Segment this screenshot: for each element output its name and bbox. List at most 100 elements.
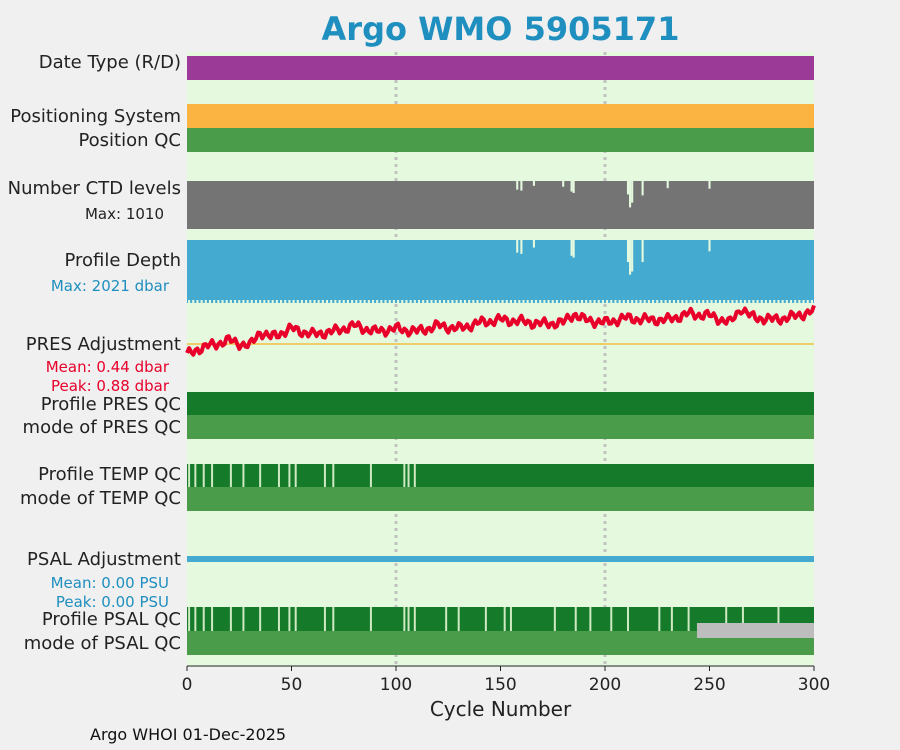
- profile-depth-notch: [689, 300, 692, 303]
- profile-depth-notch: [660, 300, 663, 303]
- ctd-level-dip: [641, 181, 644, 196]
- ctd-level-dip: [570, 181, 573, 192]
- profile-depth-notch: [234, 300, 237, 303]
- psal-qc-gap: [484, 607, 487, 631]
- profile-depth-dip: [520, 240, 523, 254]
- label-profile-temp-qc: Profile TEMP QC: [38, 464, 181, 485]
- temp-qc-gap: [413, 464, 416, 487]
- profile-depth-notch: [727, 300, 730, 303]
- profile-depth-notch: [188, 300, 191, 303]
- profile-depth-notch: [668, 300, 671, 303]
- profile-depth-notch: [275, 300, 278, 303]
- profile-depth-notch: [585, 300, 588, 303]
- psal-qc-gap: [626, 607, 629, 631]
- label-profile-pres-qc: Profile PRES QC: [40, 394, 181, 415]
- profile-depth-notch: [417, 300, 421, 303]
- temp-qc-gap: [194, 464, 197, 487]
- psal-qc-gap: [509, 607, 512, 631]
- profile-depth-notch: [547, 300, 550, 303]
- temp-qc-gap: [294, 464, 297, 487]
- profile-depth-notch: [493, 300, 496, 303]
- profile-depth-notch: [434, 300, 437, 303]
- label-mode-pres-qc: mode of PRES QC: [22, 417, 181, 438]
- profile-depth-notch: [560, 300, 563, 303]
- profile-depth-notch: [284, 300, 287, 303]
- psal-qc-gap: [288, 607, 291, 631]
- label-ctd-max: Max: 1010: [84, 205, 164, 223]
- profile-depth-notch: [748, 300, 751, 303]
- profile-depth-dip: [631, 240, 634, 272]
- label-depth-max: Max: 2021 dbar: [50, 277, 169, 295]
- profile-depth-notch: [443, 300, 446, 303]
- profile-depth-notch: [438, 300, 441, 303]
- pres-adjustment-line: [185, 304, 816, 357]
- temp-qc-gap: [259, 464, 262, 487]
- profile-depth-notch: [693, 300, 696, 303]
- profile-pres-qc-bar: [187, 392, 814, 415]
- profile-depth-notch: [710, 300, 713, 303]
- temp-qc-gap: [277, 464, 280, 487]
- profile-depth-notch: [380, 300, 383, 303]
- profile-depth-notch: [288, 300, 291, 303]
- profile-depth-notch: [330, 300, 333, 303]
- profile-depth-notch: [388, 300, 391, 303]
- temp-qc-gap: [242, 464, 245, 487]
- profile-depth-notch: [731, 300, 734, 303]
- profile-depth-notch: [551, 300, 554, 303]
- profile-depth-notch: [192, 300, 195, 303]
- position-qc-bar: [187, 128, 814, 152]
- ctd-level-dip: [708, 181, 711, 189]
- profile-depth-notch: [647, 300, 650, 303]
- psal-qc-gap: [229, 607, 232, 631]
- label-profile-psal-qc: Profile PSAL QC: [41, 609, 181, 630]
- profile-depth-dip: [516, 240, 519, 253]
- chart-title: Argo WMO 5905171: [321, 10, 680, 48]
- x-tick-label: 100: [379, 675, 413, 695]
- profile-depth-notch: [463, 300, 467, 303]
- psal-qc-gap: [457, 607, 460, 631]
- label-psal-adjustment: PSAL Adjustment: [26, 549, 181, 570]
- profile-depth-notch: [589, 300, 592, 303]
- profile-depth-notch: [743, 300, 747, 303]
- profile-depth-notch: [208, 300, 212, 303]
- profile-depth-notch: [300, 300, 303, 303]
- temp-qc-gap: [369, 464, 372, 487]
- mode-temp-qc-bar: [187, 487, 814, 511]
- ctd-level-dip: [631, 181, 634, 203]
- date-type-bar: [187, 56, 814, 80]
- profile-depth-notch: [580, 300, 584, 303]
- profile-depth-notch: [626, 300, 630, 303]
- psal-qc-gap: [574, 607, 577, 631]
- psal-qc-gap: [242, 607, 245, 631]
- x-tick-label: 250: [693, 675, 726, 695]
- label-ctd-levels: Number CTD levels: [7, 178, 181, 199]
- profile-depth-notch: [371, 300, 375, 303]
- profile-depth-notch: [280, 300, 283, 303]
- profile-depth-notch: [555, 300, 558, 303]
- psal-qc-gap: [194, 607, 197, 631]
- label-pres-mean: Mean: 0.44 dbar: [45, 358, 169, 376]
- psal-qc-gap: [777, 607, 780, 631]
- temp-qc-gap: [188, 464, 191, 487]
- profile-depth-notch: [351, 300, 354, 303]
- psal-qc-gap: [294, 607, 297, 631]
- x-tick-label: 50: [280, 675, 303, 695]
- profile-depth-notch: [509, 300, 512, 303]
- profile-depth-notch: [267, 300, 270, 303]
- profile-depth-notch: [204, 300, 207, 303]
- profile-depth-notch: [309, 300, 312, 303]
- profile-depth-notch: [484, 300, 487, 303]
- profile-depth-notch: [752, 300, 755, 303]
- profile-depth-notch: [422, 300, 425, 303]
- profile-depth-notch: [405, 300, 408, 303]
- profile-depth-notch: [672, 300, 676, 303]
- profile-depth-notch: [363, 300, 366, 303]
- profile-depth-notch: [263, 300, 266, 303]
- temp-qc-gap: [202, 464, 205, 487]
- x-tick-label: 300: [797, 675, 831, 695]
- label-mode-psal-qc: mode of PSAL QC: [23, 633, 181, 654]
- profile-depth-notch: [639, 300, 642, 303]
- profile-depth-notch: [530, 300, 533, 303]
- profile-depth-notch: [321, 300, 324, 303]
- positioning-system-bar: [187, 104, 814, 128]
